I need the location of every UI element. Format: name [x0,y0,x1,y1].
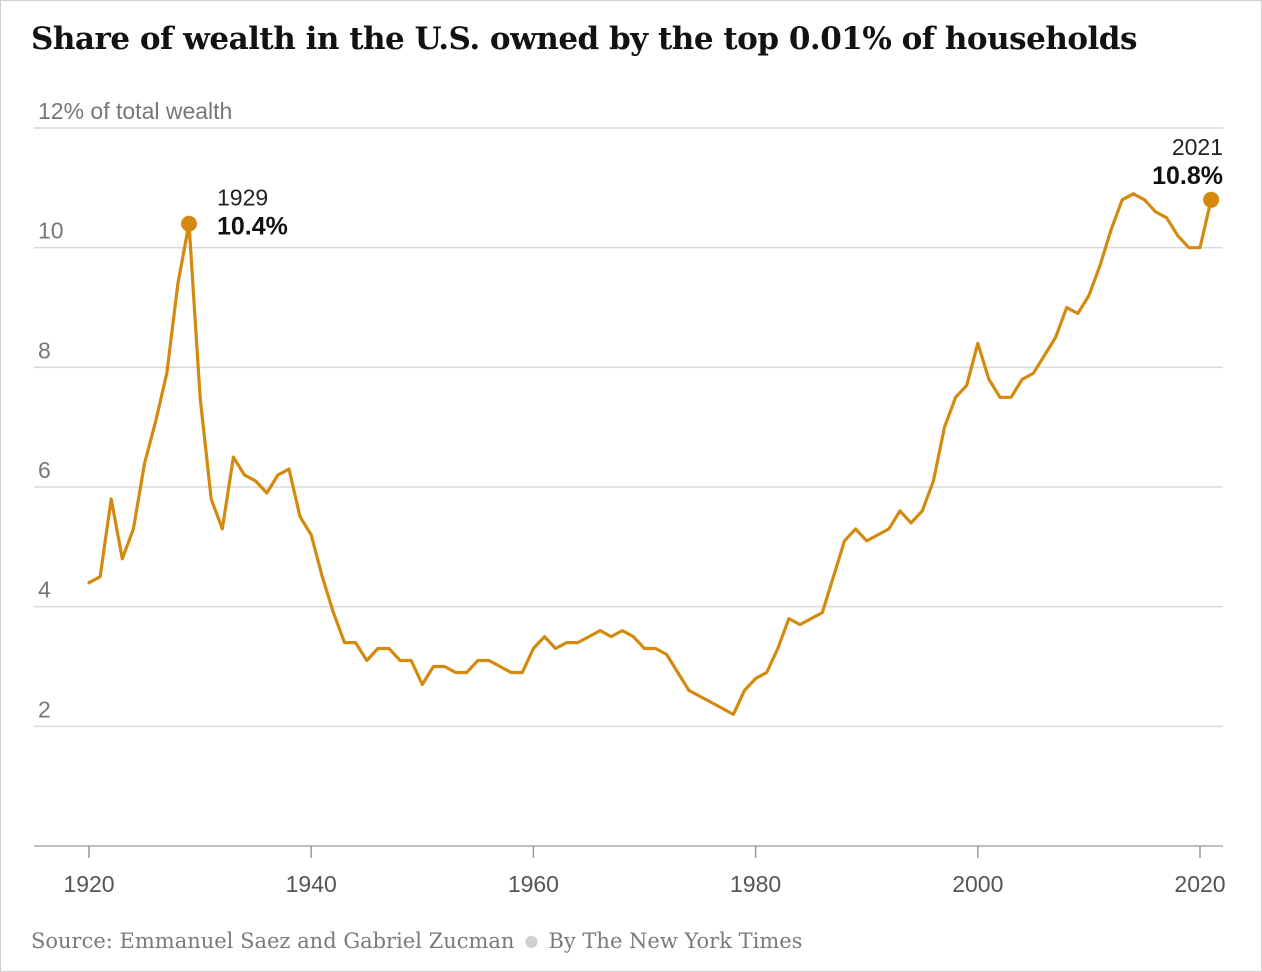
x-tick-label: 1960 [508,871,559,897]
y-tick-label: 2 [38,696,51,722]
chart-footer: Source: Emmanuel Saez and Gabriel Zucman… [31,929,802,953]
x-tick-label: 1920 [63,871,114,897]
byline: By The New York Times [548,929,803,953]
series-line [87,192,1213,717]
separator-dot-icon: ● [524,931,539,950]
line-chart: 12% of total wealth 10 8 6 4 2 1920 1940 1960 198… [34,98,1226,897]
x-tick-label: 2000 [952,871,1003,897]
annotation-year: 1929 [217,185,268,211]
x-tick-label: 1940 [286,871,337,897]
data-point-1929 [180,215,197,232]
annotation-year: 2021 [1172,134,1223,160]
y-tick-label: 10 [38,218,64,244]
x-tick-label: 1980 [730,871,781,897]
y-tick-label: 8 [38,337,51,363]
annotation-value: 10.4% [217,213,288,241]
x-tick-label: 2020 [1174,871,1225,897]
data-point-2021 [1203,191,1220,208]
source-note: Source: Emmanuel Saez and Gabriel Zucman [31,929,515,953]
annotation-value: 10.8% [1152,162,1223,190]
y-tick-label: 4 [38,577,51,603]
y-tick-label: 6 [38,457,51,483]
chart-title: Share of wealth in the U.S. owned by the… [31,21,1137,57]
y-tick-label: 12% of total wealth [38,98,232,124]
